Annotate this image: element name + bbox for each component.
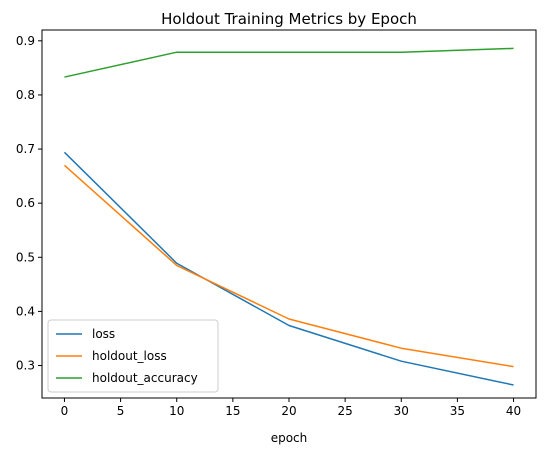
y-tick-label: 0.4 <box>16 304 35 318</box>
x-axis-label: epoch <box>271 431 308 445</box>
y-tick-label: 0.3 <box>16 359 35 373</box>
legend-label-holdout-accuracy: holdout_accuracy <box>92 371 198 385</box>
series-lines <box>63 47 514 386</box>
x-tick-label: 30 <box>394 404 409 418</box>
series-line-holdout-loss <box>63 164 514 368</box>
legend-label-loss: loss <box>92 327 115 341</box>
chart-title: Holdout Training Metrics by Epoch <box>161 10 417 28</box>
legend-label-holdout-loss: holdout_loss <box>92 349 167 363</box>
y-tick-label: 0.7 <box>16 142 35 156</box>
y-tick-label: 0.8 <box>16 88 35 102</box>
y-tick-label: 0.6 <box>16 196 35 210</box>
x-tick-label: 5 <box>117 404 125 418</box>
x-tick-label: 20 <box>281 404 296 418</box>
x-tick-label: 15 <box>225 404 240 418</box>
legend-box <box>47 319 219 393</box>
legend: loss holdout_loss holdout_accuracy <box>47 319 219 393</box>
x-tick-label: 40 <box>506 404 521 418</box>
series-line-holdout-accuracy <box>64 47 514 78</box>
x-tick-label: 35 <box>450 404 465 418</box>
x-tick-label: 0 <box>61 404 69 418</box>
y-axis: 0.3 0.4 0.5 0.6 0.7 0.8 0.9 <box>16 34 42 373</box>
x-axis: 0 5 10 15 20 25 30 35 40 <box>61 398 521 418</box>
y-tick-label: 0.9 <box>16 34 35 48</box>
series-line-loss <box>63 151 514 386</box>
x-tick-label: 25 <box>337 404 352 418</box>
y-tick-label: 0.5 <box>16 250 35 264</box>
x-tick-label: 10 <box>169 404 184 418</box>
